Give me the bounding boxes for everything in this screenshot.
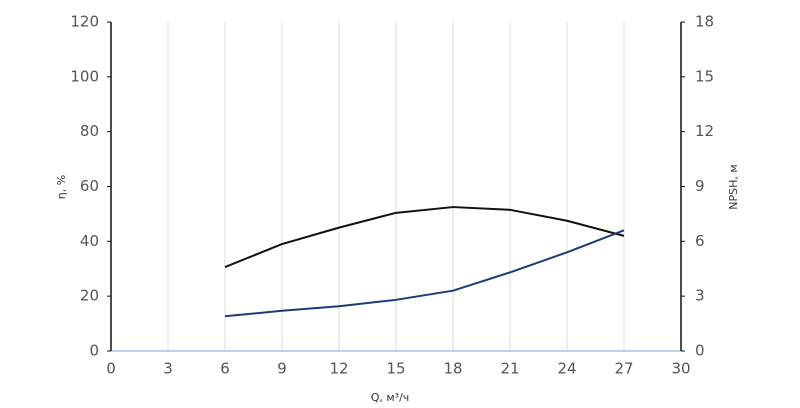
y-tick-label: 20 [80,287,99,305]
line-series [224,206,625,269]
y-tick-label: 0 [89,342,99,360]
x-axis-label: Q, м³/ч [371,391,410,404]
y-tick-label: 60 [80,177,99,195]
x-tick-label: 18 [443,360,462,378]
y2-tick-label: 15 [695,67,714,85]
y2-tick-label: 3 [695,287,705,305]
x-tick-label: 30 [671,360,690,378]
y2-tick-label: 6 [695,232,705,250]
x-tick-label: 6 [220,360,230,378]
x-tick-label: 9 [277,360,287,378]
y-tick-label: 40 [80,232,99,250]
y2-tick-label: 12 [695,122,714,140]
y-tick-label: 80 [80,122,99,140]
y2-tick-label: 0 [695,342,705,360]
x-tick-label: 15 [386,360,405,378]
y2-axis-label: NPSH, м [727,164,740,209]
x-tick-label: 24 [557,360,576,378]
y-axis-label: η, % [55,175,68,199]
y-tick-label: 120 [70,13,99,31]
x-tick-label: 0 [106,360,116,378]
x-tick-label: 21 [500,360,519,378]
x-tick-label: 3 [163,360,173,378]
x-tick-label: 12 [329,360,348,378]
y2-tick-label: 9 [695,177,705,195]
x-tick-label: 27 [614,360,633,378]
line-series [224,229,625,318]
y2-tick-label: 18 [695,13,714,31]
y-tick-label: 100 [70,67,99,85]
